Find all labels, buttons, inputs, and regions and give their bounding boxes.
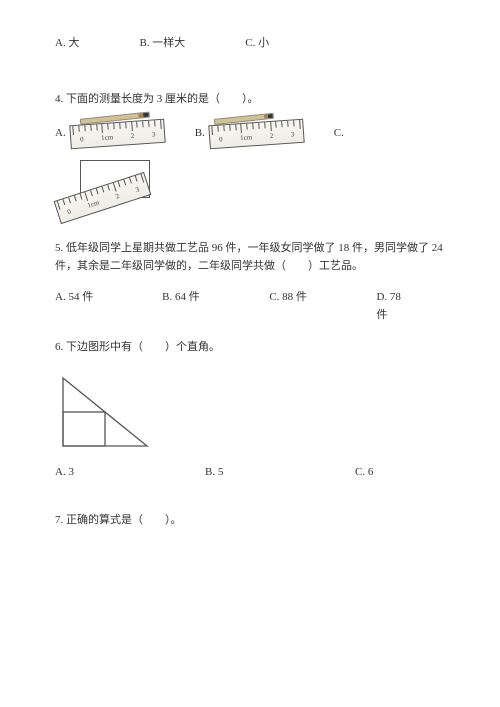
q4-choices: A. 0 1cm 2 3 B. [55,122,445,156]
triangle-diagram [55,374,155,450]
ruler-figure-a: 0 1cm 2 3 [69,119,165,150]
option-label: C. [334,125,344,143]
ruler-label: 2 [114,191,121,203]
q5-options: A. 54 件 B. 64 件 C. 88 件 D. 78 件 [55,289,445,324]
q6-option-b: B. 5 [205,464,295,482]
ruler-label: 2 [130,131,134,142]
ruler-label: 0 [219,135,223,146]
q6-option-a: A. 3 [55,464,145,482]
option-label: C. [245,37,255,49]
q4-stem: 4. 下面的测量长度为 3 厘米的是（ ）。 [55,91,445,109]
q7-stem: 7. 正确的算式是（ ）。 [55,512,445,530]
ruler-figure-b: 0 1cm 2 3 [208,119,304,150]
q6-options: A. 3 B. 5 C. 6 [55,464,445,482]
ruler-label: 3 [134,185,141,197]
option-text: 小 [258,37,269,49]
q5-option-c: C. 88 件 [269,289,336,324]
option-label: A. [55,37,66,49]
q5-option-b: B. 64 件 [162,289,229,324]
q3-option-b: B. 一样大 [139,35,185,53]
q4-choice-c: C. [334,125,348,143]
q4-choice-c-figure: 0 1cm 2 3 [55,156,175,216]
q5-option-d: D. 78 件 [376,289,405,324]
q5-stem: 5. 低年级同学上星期共做工艺品 96 件，一年级女同学做了 18 件，男同学做… [55,240,445,275]
ruler-label: 1cm [101,133,114,145]
option-label: B. [195,125,205,143]
ruler-label: 0 [79,135,83,146]
q6-stem: 6. 下边图形中有（ ）个直角。 [55,339,445,357]
ruler-label: 1cm [240,133,253,145]
ruler-label: 3 [151,130,155,141]
q4-choice-a: A. 0 1cm 2 3 [55,122,165,146]
q3-option-a: A. 大 [55,35,79,53]
q6-option-c: C. 6 [355,464,373,482]
option-text: 大 [68,37,79,49]
q4-choice-b: B. 0 1cm 2 3 [195,122,304,146]
ruler-label: 2 [269,131,273,142]
q5-option-a: A. 54 件 [55,289,122,324]
ruler-label: 0 [66,207,73,219]
q3-option-c: C. 小 [245,35,269,53]
option-label: A. [55,125,66,143]
q6-figure [55,374,155,450]
ruler-label: 3 [290,130,294,141]
q3-options: A. 大 B. 一样大 C. 小 [55,35,445,53]
option-text: 一样大 [152,37,185,49]
option-label: B. [139,37,149,49]
